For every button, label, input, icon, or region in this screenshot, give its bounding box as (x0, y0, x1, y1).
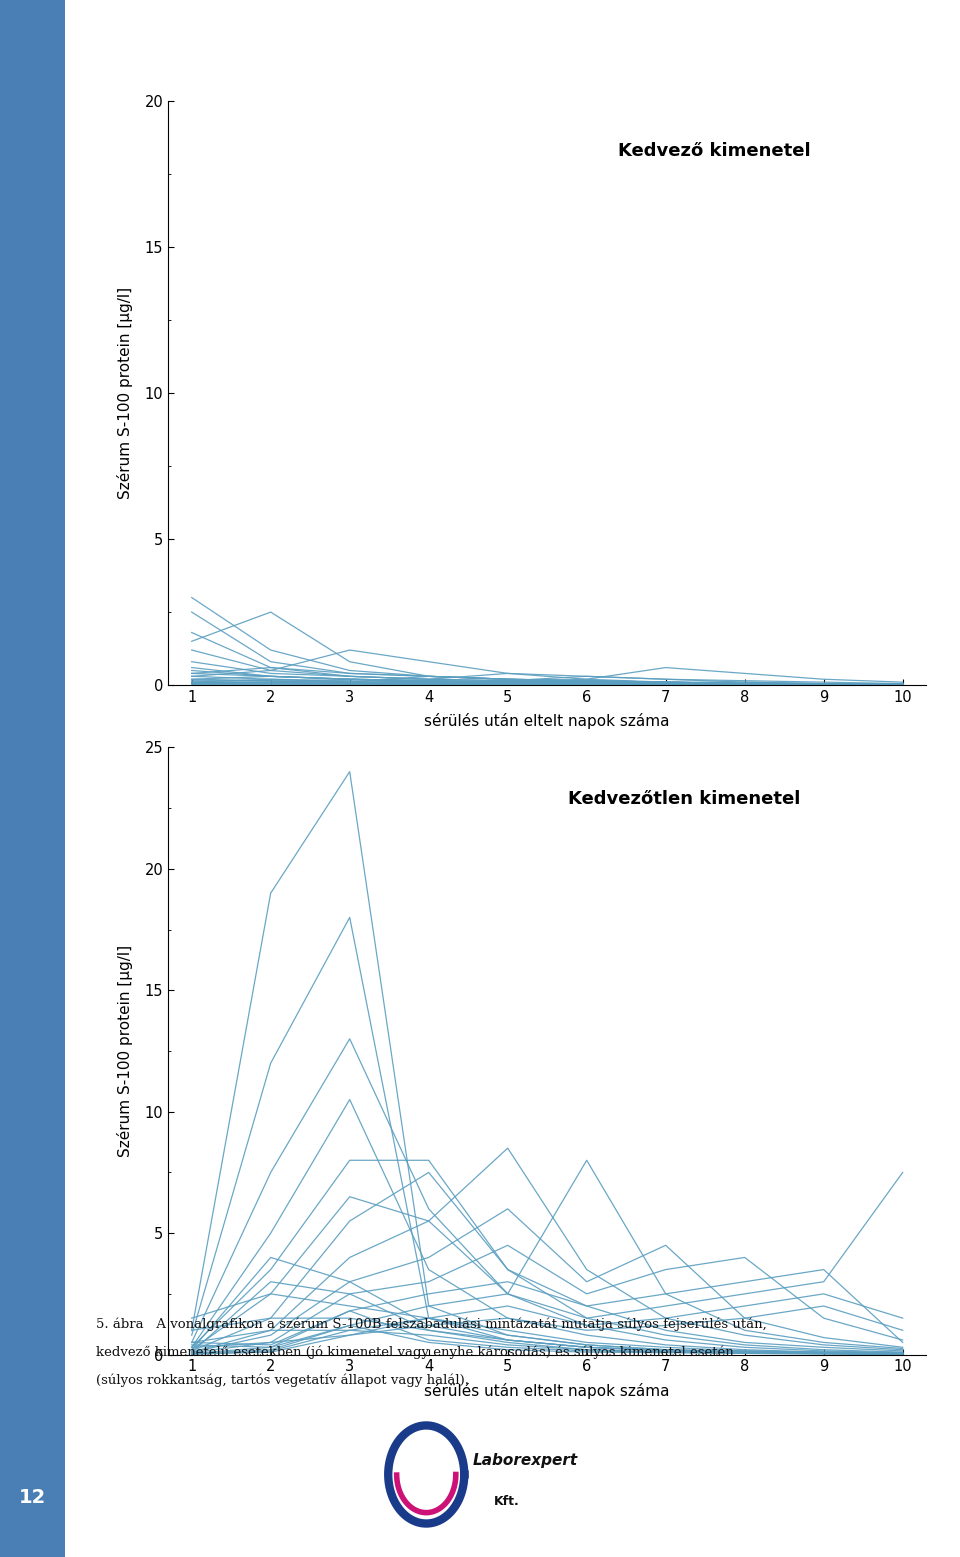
Text: Kedvezőtlen kimenetel: Kedvezőtlen kimenetel (567, 789, 800, 808)
Y-axis label: Szérum S-100 protein [μg/l]: Szérum S-100 protein [μg/l] (117, 286, 133, 500)
Text: Laborexpert: Laborexpert (472, 1453, 578, 1468)
Text: Kft.: Kft. (493, 1495, 519, 1509)
Text: (súlyos rokkantság, tartós vegetatív állapot vagy halál).: (súlyos rokkantság, tartós vegetatív áll… (96, 1373, 469, 1387)
X-axis label: sérülés után eltelt napok száma: sérülés után eltelt napok száma (424, 713, 670, 729)
Text: 12: 12 (19, 1488, 46, 1507)
Text: kedvező kimenetelű esetekben (jó kimenetel vagy enyhe károsodás) és súlyos kimen: kedvező kimenetelű esetekben (jó kimenet… (96, 1345, 733, 1359)
Y-axis label: Szérum S-100 protein [μg/l]: Szérum S-100 protein [μg/l] (117, 945, 133, 1157)
Text: Kedvező kimenetel: Kedvező kimenetel (617, 142, 810, 160)
X-axis label: sérülés után eltelt napok száma: sérülés után eltelt napok száma (424, 1383, 670, 1398)
Text: 5. ábra   A vonalgrafikon a szérum S-100B felszabadulási mintázatát mutatja súly: 5. ábra A vonalgrafikon a szérum S-100B … (96, 1317, 767, 1331)
